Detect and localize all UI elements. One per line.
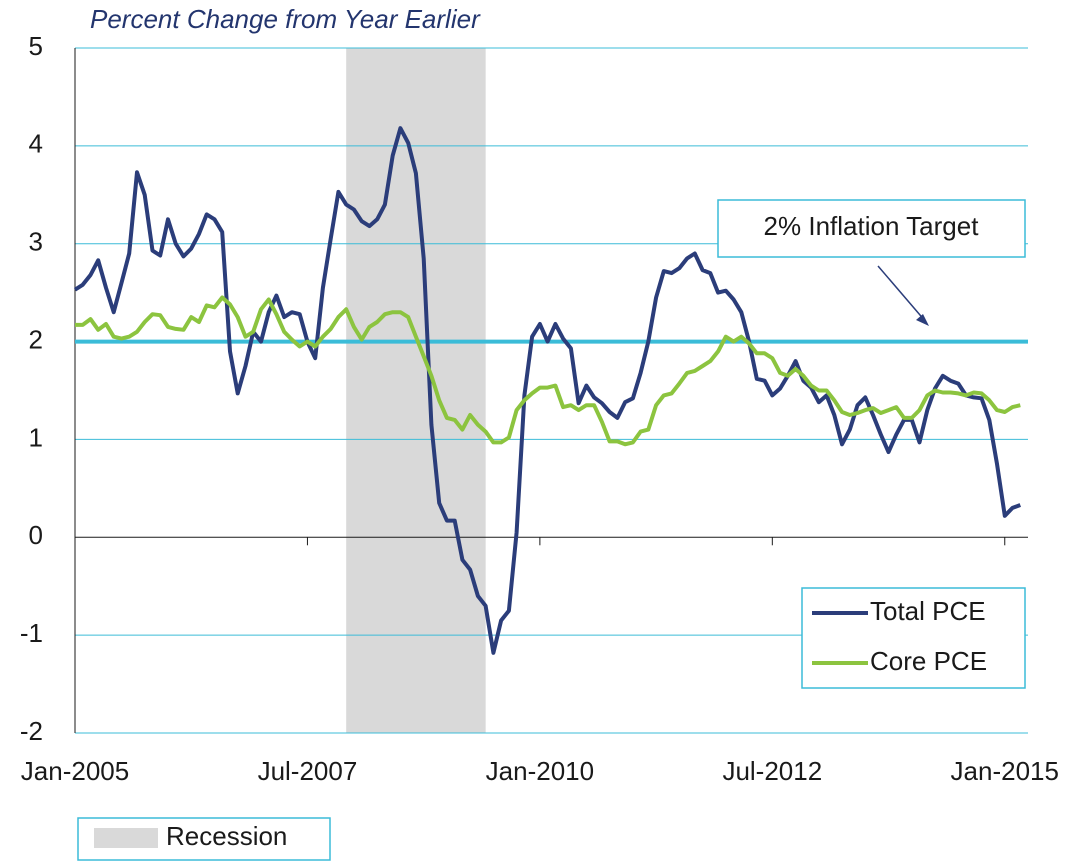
y-tick-label: 5 (29, 31, 43, 61)
recession-legend-label: Recession (166, 821, 287, 851)
y-tick-label: -1 (20, 618, 43, 648)
series-line (75, 295, 1021, 447)
y-tick-label: 2 (29, 324, 43, 354)
y-tick-label: 4 (29, 129, 43, 159)
recession-band (346, 48, 486, 733)
annotation-text: 2% Inflation Target (764, 211, 980, 241)
x-tick-label: Jan-2005 (21, 756, 129, 786)
y-tick-label: -2 (20, 716, 43, 746)
legend-label: Core PCE (870, 646, 987, 676)
y-tick-label: 1 (29, 422, 43, 452)
legend-label: Total PCE (870, 596, 986, 626)
annotation-arrowhead (916, 314, 929, 326)
annotation-arrow (877, 265, 927, 323)
legend-box (801, 587, 1026, 689)
chart-title: Percent Change from Year Earlier (90, 4, 481, 34)
series-line (73, 126, 1021, 655)
x-tick-label: Jul-2012 (722, 756, 822, 786)
recession-legend-swatch (94, 828, 158, 848)
annotation-box (717, 199, 1026, 258)
x-tick-label: Jul-2007 (258, 756, 358, 786)
y-tick-label: 3 (29, 227, 43, 257)
y-tick-label: 0 (29, 520, 43, 550)
x-tick-label: Jan-2015 (951, 756, 1059, 786)
x-tick-label: Jan-2010 (486, 756, 594, 786)
